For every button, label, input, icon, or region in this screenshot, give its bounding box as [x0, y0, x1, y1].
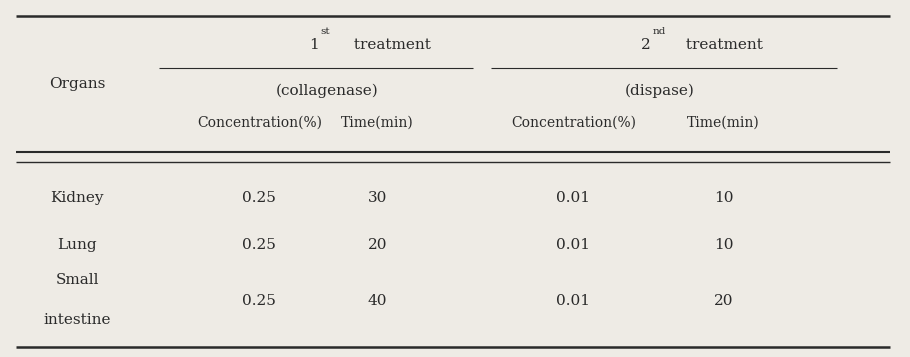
Text: nd: nd	[652, 26, 666, 36]
Text: Time(min): Time(min)	[341, 116, 414, 130]
Text: Time(min): Time(min)	[687, 116, 760, 130]
Text: 30: 30	[368, 191, 388, 205]
Text: treatment: treatment	[349, 37, 430, 52]
Text: 10: 10	[713, 191, 733, 205]
Text: (collagenase): (collagenase)	[277, 84, 379, 98]
Text: 20: 20	[713, 293, 733, 308]
Text: treatment: treatment	[681, 37, 763, 52]
Text: (dispase): (dispase)	[625, 84, 694, 98]
Text: 2: 2	[641, 37, 651, 52]
Text: Lung: Lung	[57, 237, 97, 252]
Text: Small: Small	[56, 273, 99, 287]
Text: 0.01: 0.01	[556, 293, 591, 308]
Text: 20: 20	[368, 237, 388, 252]
Text: 0.25: 0.25	[242, 293, 277, 308]
Text: Kidney: Kidney	[51, 191, 104, 205]
Text: 40: 40	[368, 293, 388, 308]
Text: st: st	[320, 26, 330, 36]
Text: 0.25: 0.25	[242, 191, 277, 205]
Text: Concentration(%): Concentration(%)	[197, 116, 322, 130]
Text: 0.25: 0.25	[242, 237, 277, 252]
Text: Organs: Organs	[49, 77, 106, 91]
Text: 1: 1	[308, 37, 318, 52]
Text: 0.01: 0.01	[556, 191, 591, 205]
Text: Concentration(%): Concentration(%)	[511, 116, 636, 130]
Text: intestine: intestine	[44, 312, 111, 327]
Text: 10: 10	[713, 237, 733, 252]
Text: 0.01: 0.01	[556, 237, 591, 252]
